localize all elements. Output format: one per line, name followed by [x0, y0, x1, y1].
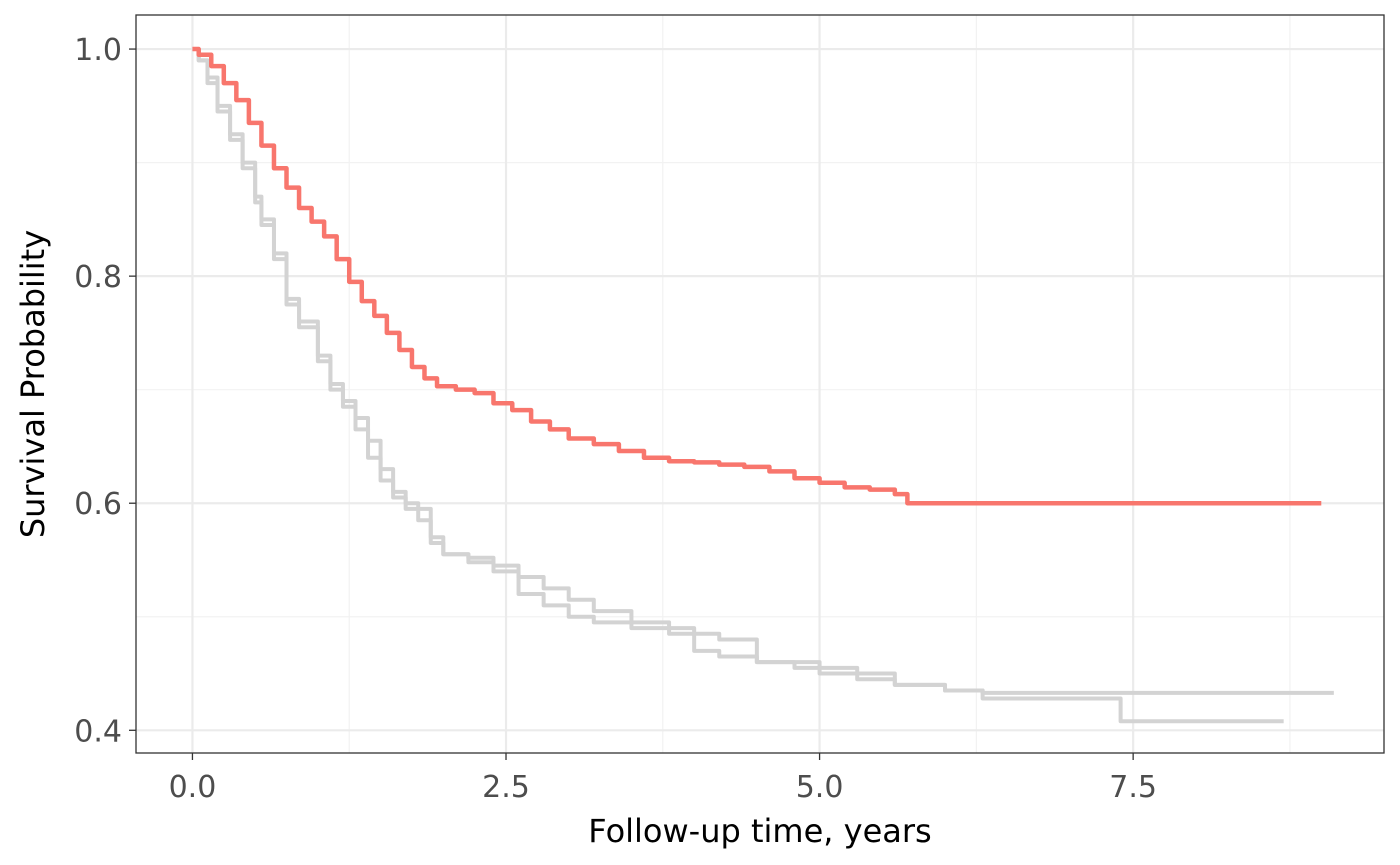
survival-curve-2	[192, 47, 1334, 695]
survival-curve-3	[192, 46, 1322, 506]
plot-panel	[136, 15, 1384, 753]
x-tick-label: 2.5	[482, 770, 530, 805]
y-axis: 0.4 0.6 0.8 1.0	[74, 33, 136, 749]
y-axis-title: Survival Probability	[14, 230, 52, 538]
x-axis-title: Follow-up time, years	[588, 812, 931, 850]
x-tick-label: 7.5	[1109, 770, 1157, 805]
y-tick-label: 0.4	[74, 714, 122, 749]
y-tick-label: 0.6	[74, 487, 122, 522]
x-axis: 0.0 2.5 5.0 7.5	[169, 753, 1157, 805]
y-tick-label: 1.0	[74, 33, 122, 68]
x-tick-label: 5.0	[796, 770, 844, 805]
series-layer	[192, 46, 1334, 724]
x-tick-label: 0.0	[169, 770, 217, 805]
plot-border	[135, 14, 1385, 754]
y-tick-label: 0.8	[74, 260, 122, 295]
